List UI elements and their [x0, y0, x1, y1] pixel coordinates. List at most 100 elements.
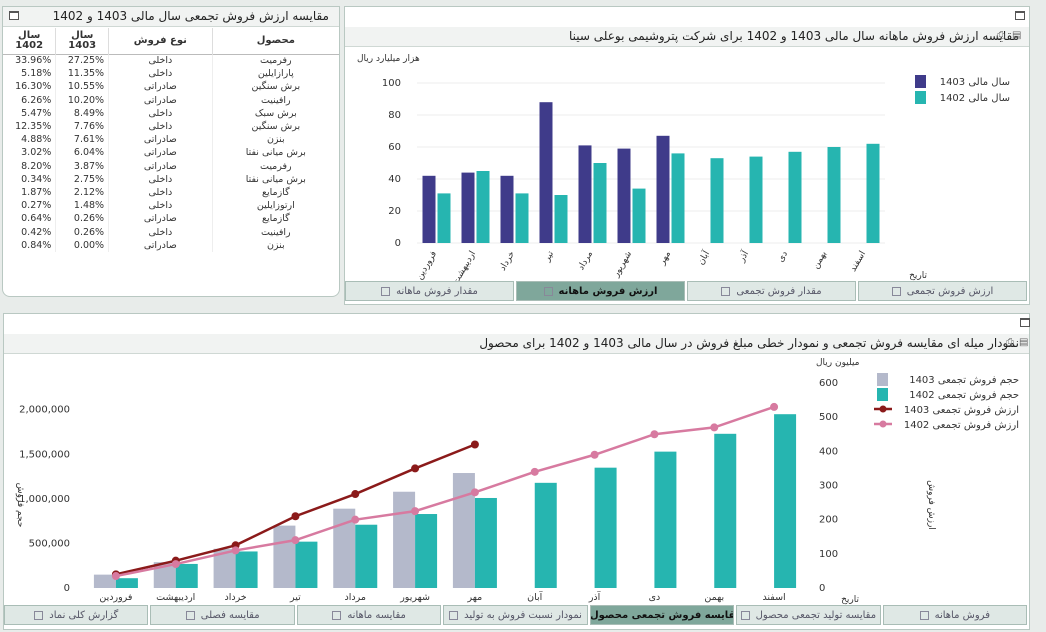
- legend-swatch: [879, 420, 887, 428]
- maximize-icon[interactable]: [1020, 318, 1030, 327]
- col-product[interactable]: محصول: [211, 28, 339, 54]
- line-point: [351, 490, 360, 499]
- line-series: [115, 405, 775, 578]
- table-row[interactable]: رافینیت صادراتی 10.20% 6.26%: [3, 93, 339, 107]
- table-row[interactable]: رفرمیت صادراتی 3.87% 8.20%: [3, 159, 339, 173]
- maximize-icon[interactable]: [1015, 11, 1025, 20]
- legend-label: حجم فروش تجمعی 1403: [909, 375, 1019, 386]
- row-product: رفرمیت: [211, 159, 339, 173]
- tab-table-4[interactable]: مقایسه ماهانه: [296, 605, 442, 625]
- tab-table-0[interactable]: فروش ماهانه: [882, 605, 1027, 625]
- x-tick-label: فروردین: [415, 250, 439, 282]
- tab-table-3[interactable]: نمودار نسبت فروش به تولید: [443, 605, 588, 625]
- bar-chart-icon: [381, 286, 391, 296]
- tab-bar-chart-2[interactable]: ارزش فروش ماهانه: [516, 281, 685, 301]
- row-1402: 5.18%: [21, 68, 52, 80]
- tab-report-6[interactable]: گزارش کلی نماد: [4, 605, 149, 625]
- sales-share-table: محصول نوع فروش سال 1403 سال 1402 رفرمیت د…: [3, 28, 339, 252]
- table-title-text: مقایسه ارزش فروش تجمعی سال مالی 1403 و 1…: [52, 9, 329, 23]
- row-type: داخلی: [108, 67, 213, 81]
- bar-1402: [554, 195, 568, 243]
- row-1402: 5.47%: [21, 107, 52, 119]
- cumulative-chart-panel: نمودار میله ای مقایسه فروش تجمعی و نمودا…: [3, 313, 1030, 630]
- bar-1402: [774, 414, 797, 588]
- export-icon[interactable]: ⎙: [1006, 337, 1014, 348]
- monthly-sales-chart: هزار میلیارد ریال 0 20 40 60 80 100 فروردین اردی…: [357, 54, 1010, 283]
- export-icon[interactable]: ⎙: [997, 30, 1005, 41]
- table-icon: [185, 610, 195, 620]
- line-point: [710, 423, 719, 432]
- bar-1402: [476, 171, 490, 243]
- bar-1403: [333, 508, 356, 588]
- table-row[interactable]: گازمایع صادراتی 0.26% 0.64%: [3, 212, 339, 226]
- y-left-tick-label: 1,000,000: [19, 494, 70, 505]
- tab-line-chart-0[interactable]: ارزش فروش تجمعی: [858, 281, 1027, 301]
- bar-1402: [175, 563, 198, 588]
- bar-1402: [788, 151, 802, 243]
- monthly-chart-title: مقایسه ارزش فروش ماهانه سال مالی 1403 و …: [345, 27, 1029, 47]
- legend-swatch: [879, 405, 887, 413]
- tab-label: نمودار نسبت فروش به تولید: [464, 609, 582, 621]
- x-tick-label: تیر: [289, 592, 301, 603]
- bar-1402: [295, 541, 318, 588]
- table-row[interactable]: ارتوزایلین داخلی 1.48% 0.27%: [3, 199, 339, 213]
- tab-table-5[interactable]: مقایسه فصلی: [150, 605, 295, 625]
- x-tick-label: مرداد: [576, 249, 595, 272]
- row-1403: 0.26%: [55, 212, 109, 226]
- row-1403: 2.12%: [55, 185, 109, 200]
- row-1402: 0.34%: [21, 173, 52, 185]
- table-row[interactable]: برش میانی نفتا صادراتی 6.04% 3.02%: [3, 146, 339, 160]
- bar-1402: [749, 156, 763, 243]
- bar-1403: [656, 135, 670, 243]
- table-panel: مقایسه ارزش فروش تجمعی سال مالی 1403 و 1…: [2, 6, 340, 297]
- bar-1402: [415, 514, 438, 588]
- bar-1402: [671, 153, 685, 243]
- x-axis-label: تاریخ: [841, 595, 859, 605]
- tab-label: مقایسه تولید تجمعی محصول: [755, 609, 877, 621]
- y-right-axis-label: ارزش فروش: [926, 480, 936, 530]
- row-type: صادراتی: [108, 212, 213, 226]
- tab-bar-chart-2[interactable]: مقایسه فروش تجمعی محصول: [589, 605, 735, 625]
- col-1403[interactable]: سال 1403: [55, 28, 109, 54]
- maximize-icon[interactable]: [9, 11, 19, 20]
- tab-label: ارزش فروش ماهانه: [558, 285, 658, 297]
- tab-line-chart-1[interactable]: مقدار فروش تجمعی: [687, 281, 856, 301]
- row-type: داخلی: [108, 199, 213, 213]
- x-tick-label: آبان: [527, 590, 543, 603]
- table-row[interactable]: بنزن صادراتی 0.00% 0.84%: [3, 238, 339, 252]
- x-tick-label: بهمن: [704, 592, 724, 603]
- line-point: [291, 536, 300, 545]
- y-right-tick-label: 500: [819, 412, 838, 423]
- row-type: صادراتی: [108, 159, 213, 173]
- table-row[interactable]: برش میانی نفتا داخلی 2.75% 0.34%: [3, 172, 339, 186]
- bar-1402: [710, 158, 724, 243]
- bar-1403: [273, 525, 296, 588]
- excel-export-icon[interactable]: ▤: [1012, 30, 1022, 41]
- y-left-tick-label: 500,000: [29, 538, 70, 549]
- bar-1402: [515, 193, 529, 243]
- table-row[interactable]: برش سنگین صادراتی 10.55% 16.30%: [3, 80, 339, 94]
- y-right-tick-label: 600: [819, 378, 838, 389]
- excel-export-icon[interactable]: ▤: [1019, 337, 1029, 348]
- table-row[interactable]: پارازایلین داخلی 11.35% 5.18%: [3, 67, 339, 81]
- row-product: گازمایع: [211, 212, 339, 226]
- col-1402[interactable]: سال 1402: [15, 29, 44, 51]
- col-type[interactable]: نوع فروش: [108, 28, 213, 54]
- x-tick-label: اردیبهشت: [156, 592, 195, 603]
- table-row[interactable]: برش سنگین داخلی 7.76% 12.35%: [3, 119, 339, 134]
- bar-1403: [213, 548, 236, 588]
- bar-1402: [235, 551, 258, 588]
- bar-1403: [422, 175, 436, 243]
- table-row[interactable]: برش سبک داخلی 8.49% 5.47%: [3, 106, 339, 120]
- bar-1403: [500, 175, 514, 243]
- y-tick-label: 100: [382, 78, 401, 89]
- table-row[interactable]: رفرمیت داخلی 27.25% 33.96%: [3, 54, 339, 68]
- table-row[interactable]: گازمایع داخلی 2.12% 1.87%: [3, 185, 339, 200]
- legend-label: ارزش فروش تجمعی 1402: [904, 420, 1019, 431]
- table-scroll[interactable]: محصول نوع فروش سال 1403 سال 1402 رفرمیت د…: [3, 28, 339, 296]
- tab-table-1[interactable]: مقایسه تولید تجمعی محصول: [736, 605, 881, 625]
- tab-bar-chart-3[interactable]: مقدار فروش ماهانه: [345, 281, 514, 301]
- row-1402: 33.96%: [15, 55, 52, 67]
- table-row[interactable]: بنزن صادراتی 7.61% 4.88%: [3, 133, 339, 147]
- table-row[interactable]: رافینیت داخلی 0.26% 0.42%: [3, 225, 339, 239]
